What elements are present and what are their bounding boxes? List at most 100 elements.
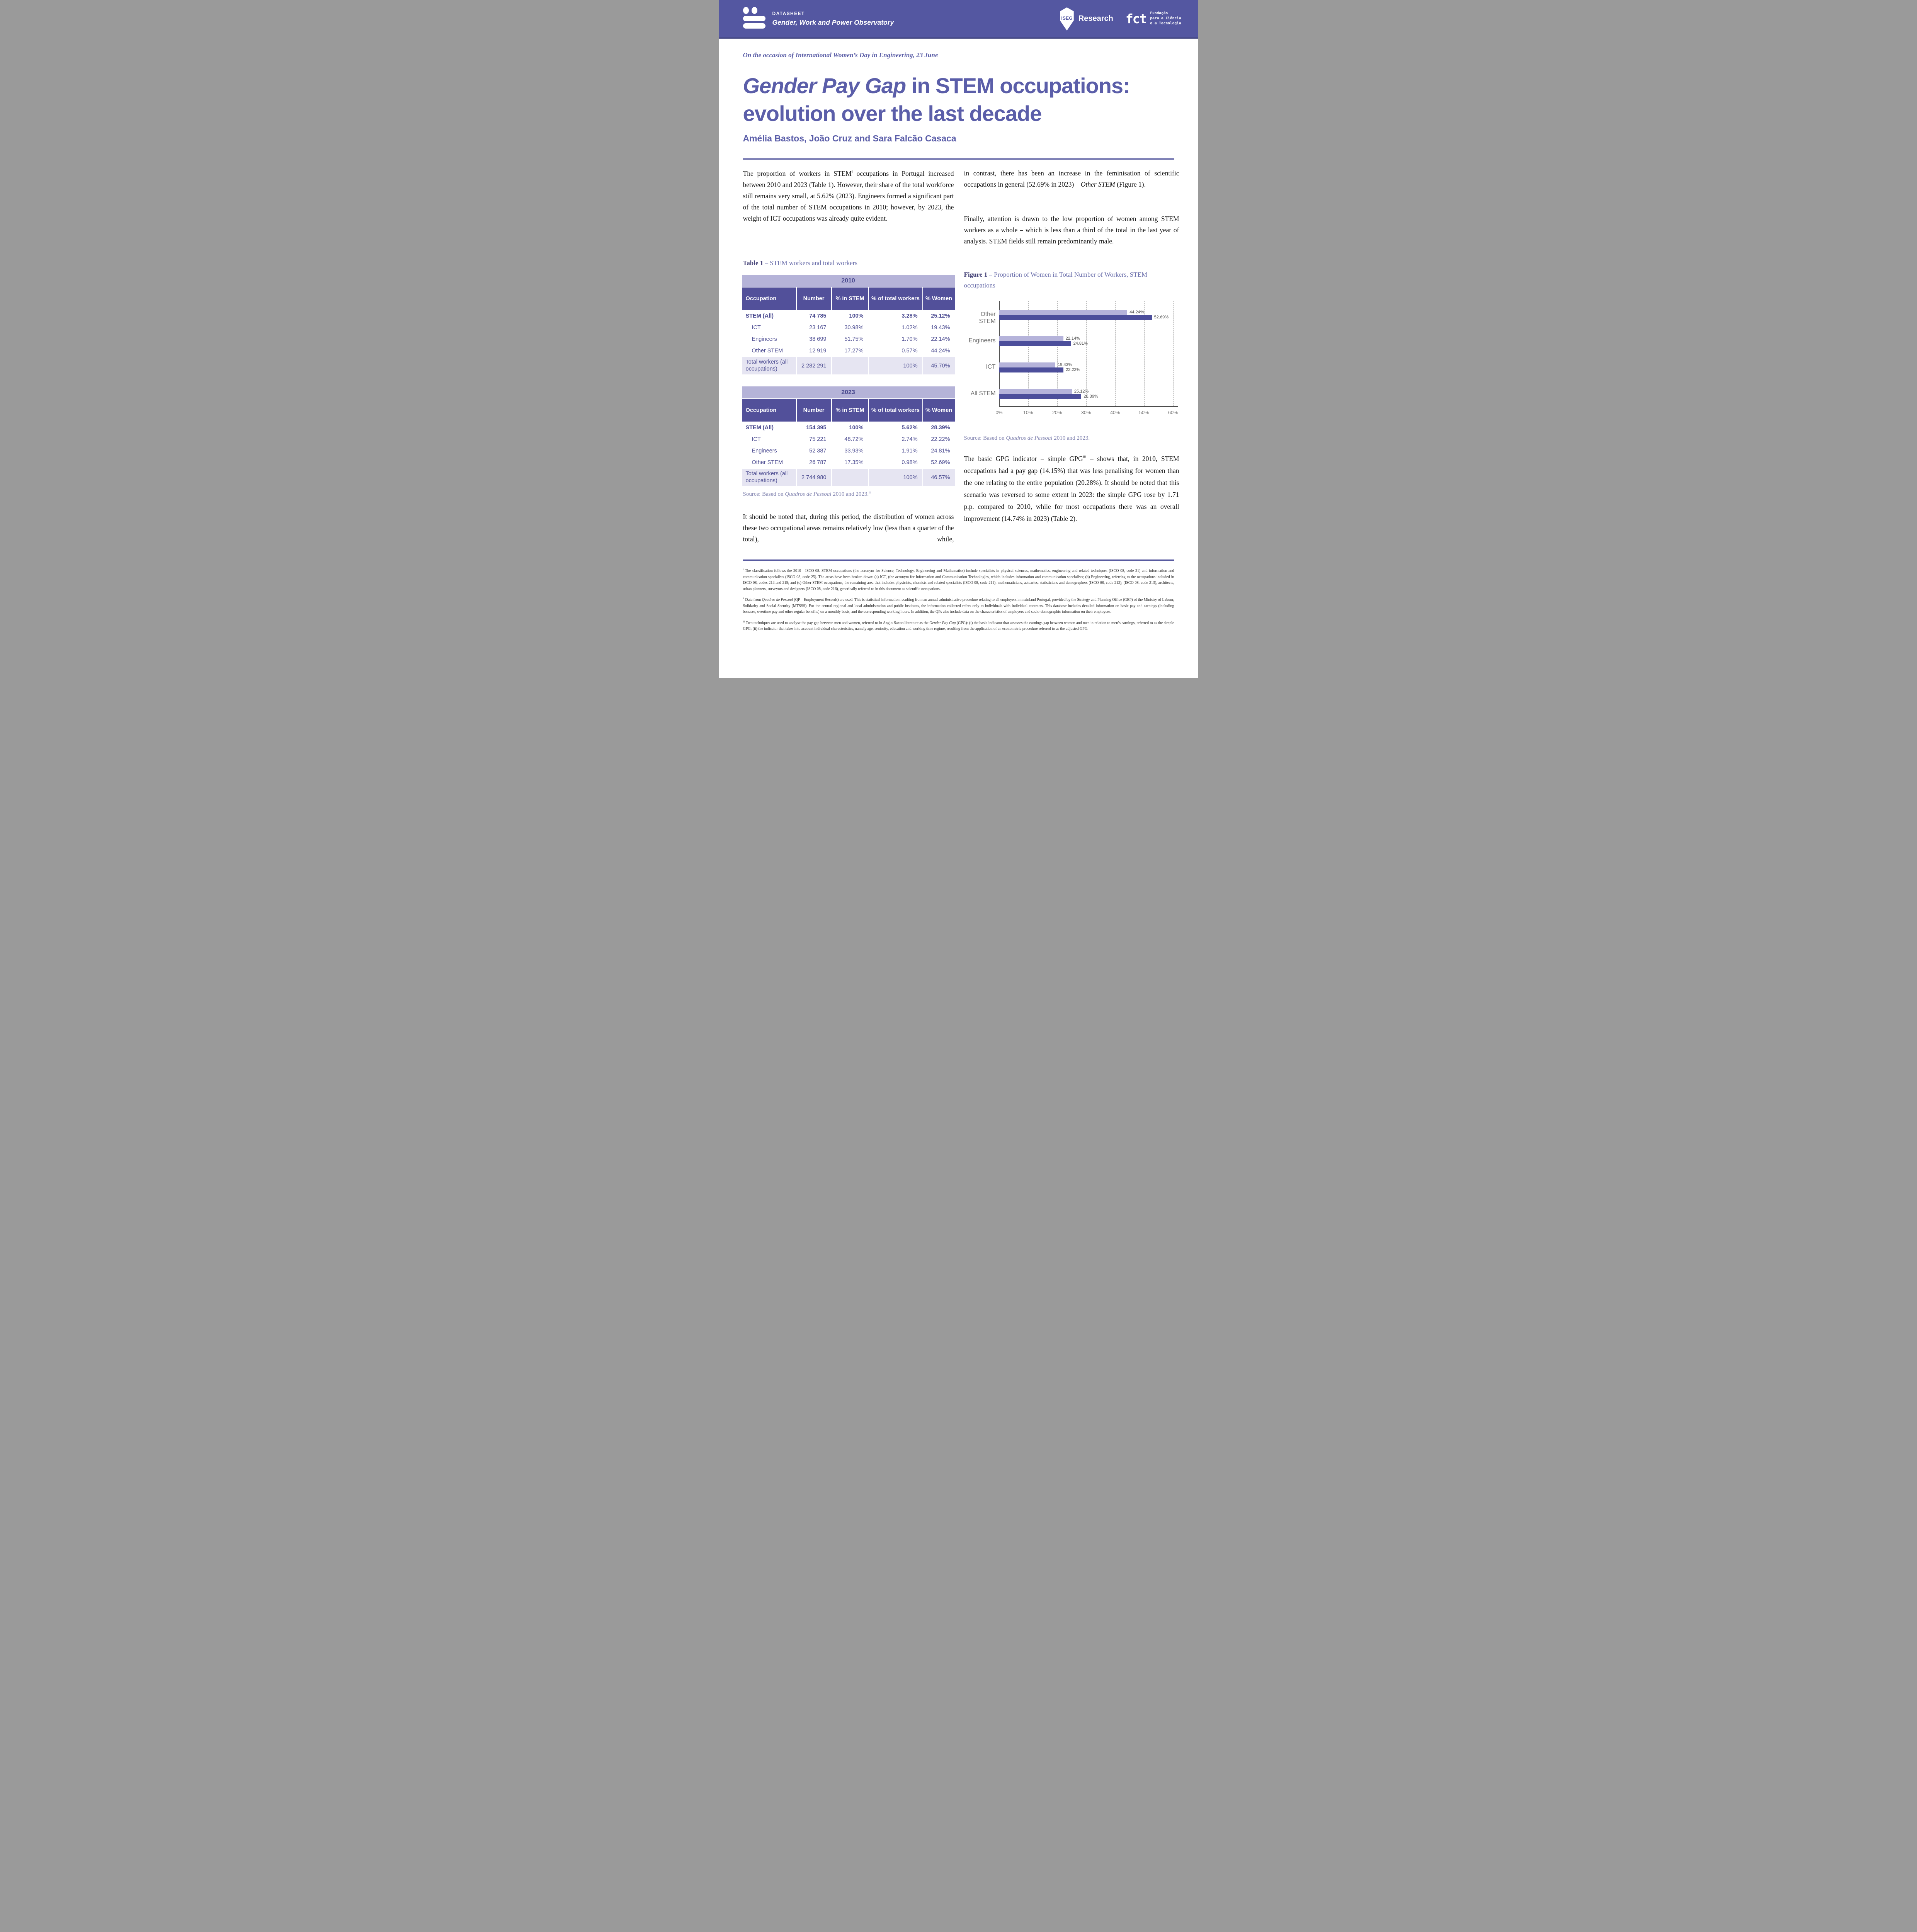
y-axis-spine	[999, 301, 1000, 406]
gridline	[1144, 301, 1145, 406]
row-label: STEM (All)	[742, 422, 796, 433]
footnote-ref-ii: ii	[869, 490, 871, 494]
table-cell: 100%	[832, 422, 868, 433]
bar-value-label: 52.69%	[1154, 315, 1169, 320]
table-cell: 17.27%	[832, 345, 868, 356]
bar-value-label: 19.43%	[1058, 362, 1072, 367]
row-label: Engineers	[742, 334, 796, 345]
page-title: Gender Pay Gap in STEM occupations: evol…	[743, 72, 1176, 128]
table-cell: 0.57%	[869, 345, 922, 356]
table-cell: 100%	[832, 311, 868, 321]
table-cell: 3.28%	[869, 311, 922, 321]
observatory-logo-bar	[743, 23, 765, 29]
category-label: Engineers	[968, 337, 996, 344]
figure-caption: Figure 1 – Proportion of Women in Total …	[964, 271, 1148, 289]
row-label: ICT	[742, 322, 796, 333]
gridline	[1028, 301, 1029, 406]
datasheet-page: DATASHEET Gender, Work and Power Observa…	[719, 0, 1198, 678]
x-tick-label: 30%	[1081, 410, 1091, 415]
column-header: Number	[796, 399, 831, 422]
table-cell: 52.69%	[923, 457, 955, 468]
observatory-logo-bar	[743, 16, 765, 21]
bar-2010	[999, 389, 1072, 394]
table-source: Source: Based on Quadros de Pessoal 2010…	[743, 490, 871, 498]
column-header: % in STEM	[832, 399, 868, 422]
x-tick-label: 10%	[1023, 410, 1033, 415]
stem-table-2023: 2023 Occupation Number% in STEM% of total …	[742, 386, 955, 486]
table-cell: 154 395	[796, 422, 831, 433]
footnote-i: i The classification follows the 2010 - …	[743, 568, 1174, 591]
body-paragraph-right-1: in contrast, there has been an increase …	[964, 169, 1179, 188]
column-header: % in STEM	[832, 287, 868, 310]
x-tick-label: 50%	[1139, 410, 1149, 415]
table-cell: 1.70%	[869, 334, 922, 345]
masthead-text: DATASHEET Gender, Work and Power Observa…	[772, 11, 894, 27]
gridline	[1086, 301, 1087, 406]
row-label: ICT	[742, 434, 796, 445]
table-cell: 2.74%	[869, 434, 922, 445]
footnote-marker: iii	[743, 621, 745, 623]
total-row-label: Total workers (all occupations)	[742, 357, 796, 374]
occasion-line: On the occasion of International Women’s…	[743, 51, 938, 59]
svg-text:ISEG: ISEG	[1061, 15, 1072, 21]
table-cell: 19.43%	[923, 322, 955, 333]
total-row-cell: 46.57%	[923, 469, 955, 486]
body-paragraph-left-2: It should be noted that, during this per…	[743, 513, 954, 543]
table-cell: 12 919	[796, 345, 831, 356]
row-label: Engineers	[742, 446, 796, 456]
table-cell: 52 387	[796, 446, 831, 456]
bar-value-label: 22.14%	[1065, 336, 1080, 341]
authors: Amélia Bastos, João Cruz and Sara Falcão…	[743, 133, 956, 143]
gridline	[1057, 301, 1058, 406]
body-paragraph-gpg: The basic GPG indicator – simple GPGiii …	[964, 455, 1179, 522]
table-cell: 48.72%	[832, 434, 868, 445]
table-cell: 75 221	[796, 434, 831, 445]
column-header: Number	[796, 287, 831, 310]
table-year-band: 2023	[742, 386, 955, 398]
bar-value-label: 24.81%	[1073, 341, 1088, 346]
stem-table-2010: 2010 Occupation Number% in STEM% of total …	[742, 275, 955, 374]
bar-value-label: 44.24%	[1129, 310, 1144, 315]
fct-logo-text: Fundação para a Ciência e a Tecnologia	[1150, 11, 1181, 26]
bar-2010	[999, 310, 1128, 315]
table-cell: 74 785	[796, 311, 831, 321]
total-row-cell: 100%	[869, 469, 922, 486]
column-header: Occupation	[742, 287, 796, 310]
category-label: All STEM	[970, 390, 996, 397]
total-row-cell	[832, 357, 868, 374]
table-cell: 1.02%	[869, 322, 922, 333]
column-header: % of total workers	[869, 287, 922, 310]
table-cell: 51.75%	[832, 334, 868, 345]
footnote-marker: i	[743, 568, 744, 571]
iseg-research-label: Research	[1078, 14, 1113, 23]
table-cell: 28.39%	[923, 422, 955, 433]
body-paragraph-left-1: The proportion of workers in STEMi occup…	[743, 170, 954, 222]
row-label: STEM (All)	[742, 311, 796, 321]
title-line-2: evolution over the last decade	[743, 101, 1042, 126]
x-tick-label: 20%	[1052, 410, 1062, 415]
column-header: % Women	[923, 287, 955, 310]
bar-2023	[999, 367, 1064, 372]
gridline	[1173, 301, 1174, 406]
fct-line: para a Ciência	[1150, 16, 1181, 21]
gridline	[1115, 301, 1116, 406]
table-cell: 0.98%	[869, 457, 922, 468]
table-cell: 5.62%	[869, 422, 922, 433]
kicker: DATASHEET	[772, 11, 805, 16]
row-label: Other STEM	[742, 345, 796, 356]
x-tick-label: 60%	[1168, 410, 1178, 415]
category-label: Other STEM	[979, 311, 996, 325]
footnote-iii: iii Two techniques are used to analyse t…	[743, 621, 1174, 631]
table-cell: 38 699	[796, 334, 831, 345]
x-tick-label: 40%	[1110, 410, 1120, 415]
table-year-band: 2010	[742, 275, 955, 287]
figure-source: Source: Based on Quadros de Pessoal 2010…	[964, 435, 1090, 441]
body-paragraph-right-2: Finally, attention is drawn to the low p…	[964, 215, 1179, 245]
bar-2023	[999, 394, 1082, 399]
masthead: DATASHEET Gender, Work and Power Observa…	[719, 0, 1198, 39]
table-cell: 23 167	[796, 322, 831, 333]
footnotes: i The classification follows the 2010 - …	[743, 568, 1174, 637]
footnote-ref-i: i	[851, 170, 853, 175]
fct-line: Fundação	[1150, 11, 1168, 16]
table-cell: 26 787	[796, 457, 831, 468]
